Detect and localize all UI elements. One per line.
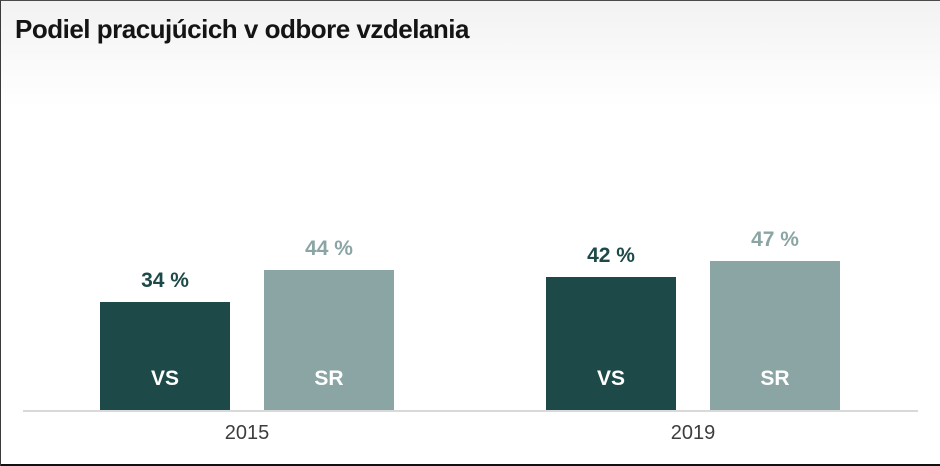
bar-vs-2015: VS bbox=[100, 302, 230, 411]
bar-series-label: SR bbox=[314, 367, 344, 390]
value-label-sr-2015: 44 % bbox=[305, 237, 353, 260]
bar-series-label: VS bbox=[150, 367, 179, 390]
bottom-border-line bbox=[1, 464, 940, 466]
x-axis-line bbox=[23, 410, 918, 412]
category-label-2019: 2019 bbox=[670, 422, 716, 444]
bar-sr-2019: SR bbox=[710, 261, 840, 411]
category-label-2015: 2015 bbox=[224, 422, 270, 444]
bar-series-label: VS bbox=[596, 367, 625, 390]
value-label-sr-2019: 47 % bbox=[751, 228, 799, 251]
chart-title: Podiel pracujúcich v odbore vzdelania bbox=[15, 14, 469, 44]
bar-sr-2015: SR bbox=[264, 270, 394, 411]
bar-series-label: SR bbox=[760, 367, 790, 390]
value-label-vs-2015: 34 % bbox=[141, 269, 189, 292]
chart-header: Podiel pracujúcich v odbore vzdelania bbox=[1, 1, 940, 107]
value-label-vs-2019: 42 % bbox=[587, 244, 635, 267]
bar-vs-2019: VS bbox=[546, 277, 676, 411]
